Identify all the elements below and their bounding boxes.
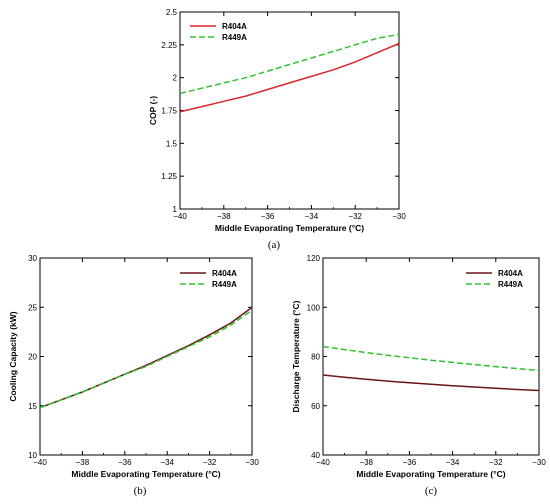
y-tick-label: 20 bbox=[28, 353, 37, 362]
y-tick-label: 40 bbox=[311, 451, 320, 460]
y-tick-label: 1.25 bbox=[161, 172, 177, 181]
y-tick-label: 30 bbox=[28, 254, 37, 263]
y-tick-label: 2 bbox=[173, 74, 178, 83]
chart-panel-a: −40 −38 −36 −34 −32 −30 1 1.25 1.5 1.75 2 2.25 2.5 Mi… bbox=[148, 8, 406, 251]
x-tick-label: −38 bbox=[217, 212, 231, 221]
y-tick-label: 1 bbox=[173, 205, 178, 214]
panel-caption: (b) bbox=[134, 485, 147, 497]
legend-label-r404a: R404A bbox=[222, 22, 247, 31]
legend-label-r404a: R404A bbox=[498, 269, 523, 278]
x-tick-label: −34 bbox=[305, 212, 319, 221]
y-tick-label: 2.25 bbox=[161, 41, 177, 50]
y-tick-label: 1.5 bbox=[166, 139, 178, 148]
x-tick-label: −36 bbox=[403, 458, 417, 467]
series-line-r449a bbox=[323, 345, 539, 372]
x-axis-label: Middle Evaporating Temperature (°C) bbox=[71, 469, 220, 479]
x-tick-label: −38 bbox=[359, 458, 373, 467]
series-line-r449a bbox=[180, 33, 399, 95]
panel-caption: (c) bbox=[425, 485, 438, 497]
series-line-r404a bbox=[180, 42, 399, 113]
y-tick-label: 1.75 bbox=[161, 107, 177, 116]
legend-label-r404a: R404A bbox=[212, 269, 237, 278]
y-tick-label: 25 bbox=[28, 303, 37, 312]
series-line-r404a bbox=[323, 374, 539, 392]
x-axis-label: Middle Evaporating Temperature (°C) bbox=[215, 223, 364, 233]
x-tick-label: −30 bbox=[392, 212, 406, 221]
series-line-r449a bbox=[40, 309, 252, 409]
y-tick-label: 10 bbox=[28, 451, 37, 460]
x-tick-label: −40 bbox=[316, 458, 330, 467]
y-axis-label: Discharge Temperature (°C) bbox=[291, 300, 301, 412]
x-tick-label: −34 bbox=[446, 458, 460, 467]
x-tick-label: −30 bbox=[245, 458, 259, 467]
x-tick-label: −38 bbox=[76, 458, 90, 467]
panel-caption: (a) bbox=[268, 239, 281, 251]
x-tick-label: −40 bbox=[33, 458, 47, 467]
y-tick-label: 2.5 bbox=[166, 8, 178, 17]
x-tick-label: −40 bbox=[173, 212, 187, 221]
x-tick-label: −32 bbox=[348, 212, 362, 221]
y-tick-label: 100 bbox=[307, 303, 321, 312]
y-axis-label: Cooling Capacity (kW) bbox=[8, 311, 18, 401]
x-tick-label: −32 bbox=[203, 458, 217, 467]
x-tick-label: −36 bbox=[118, 458, 132, 467]
y-tick-label: 80 bbox=[311, 353, 320, 362]
y-axis-label: COP (-) bbox=[148, 96, 158, 125]
x-tick-label: −36 bbox=[261, 212, 275, 221]
y-tick-label: 60 bbox=[311, 402, 320, 411]
legend-label-r449a: R449A bbox=[498, 280, 523, 289]
y-tick-label: 120 bbox=[307, 254, 321, 263]
series-line-r404a bbox=[40, 306, 252, 409]
legend-label-r449a: R449A bbox=[212, 280, 237, 289]
x-tick-label: −30 bbox=[532, 458, 546, 467]
chart-panel-b: −40 −38 −36 −34 −32 −30 10 15 20 25 30 Middle Evapo… bbox=[8, 254, 259, 497]
x-axis-label: Middle Evaporating Temperature (°C) bbox=[356, 469, 505, 479]
x-tick-label: −32 bbox=[489, 458, 503, 467]
chart-panel-c: −40 −38 −36 −34 −32 −30 40 60 80 100 120 Middle Eva… bbox=[291, 254, 546, 497]
y-tick-label: 15 bbox=[28, 402, 37, 411]
legend-label-r449a: R449A bbox=[222, 33, 247, 42]
x-tick-label: −34 bbox=[160, 458, 174, 467]
